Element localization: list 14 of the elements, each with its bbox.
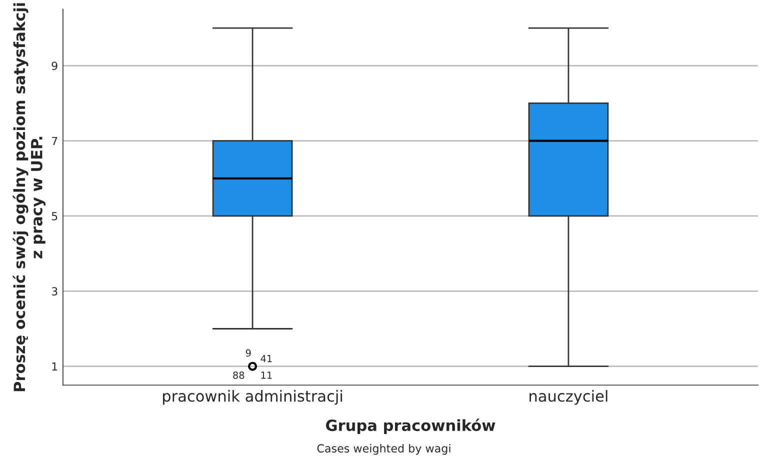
x-axis-title: Grupa pracowników — [326, 418, 496, 434]
x-tick-label: pracownik administracji — [163, 390, 342, 405]
annotation: 9 — [246, 349, 251, 357]
y-axis-title: Proszę ocenić swój ogólny poziom satysfakcji z pracy w UEP. — [12, 3, 46, 392]
y-tick-label: 9 — [52, 62, 58, 70]
annotation: 41 — [260, 354, 272, 362]
y-tick-label: 5 — [52, 212, 58, 220]
annotation: 88 — [233, 372, 244, 379]
y-tick-label: 7 — [52, 136, 58, 146]
y-tick-label: 3 — [52, 287, 58, 296]
x-tick-label: nauczyciel — [530, 390, 608, 405]
y-tick-label: 1 — [52, 362, 58, 371]
text: Cases weighted by wagi — [317, 444, 450, 455]
annotation: 11 — [261, 372, 272, 379]
